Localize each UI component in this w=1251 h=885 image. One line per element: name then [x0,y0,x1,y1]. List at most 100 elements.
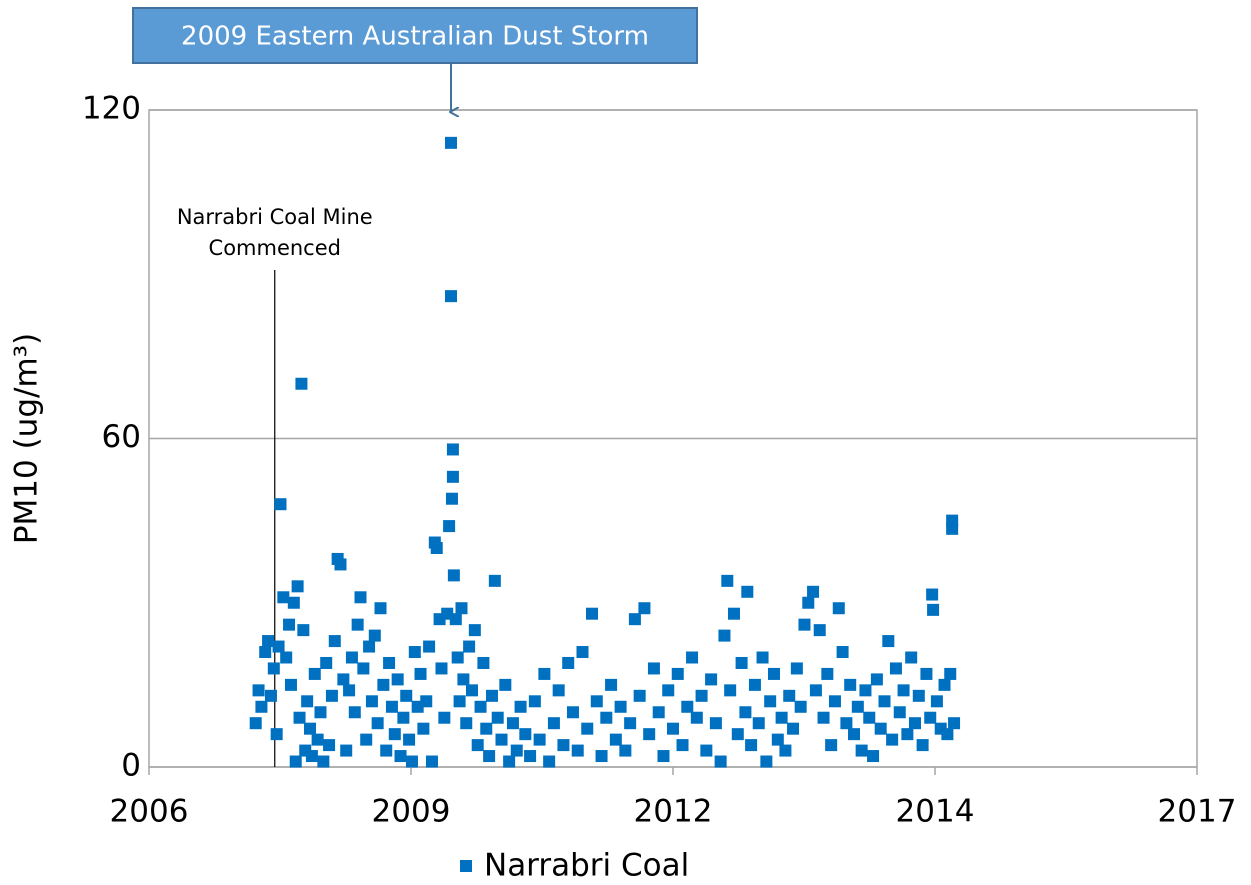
point [926,588,939,601]
point [735,656,748,669]
point [519,728,532,741]
point [360,733,373,746]
point [385,700,398,713]
point [291,580,304,593]
point [657,750,670,763]
point [403,733,416,746]
annotation-text: 2009 Eastern Australian Dust Storm [181,22,649,52]
point [317,755,330,768]
point [676,739,689,752]
point [566,706,579,719]
point [562,656,575,669]
point [889,662,902,675]
point [741,585,754,598]
point [828,695,841,708]
point [308,667,321,680]
point [844,678,857,691]
point [460,717,473,730]
point [571,744,584,757]
point [503,755,516,768]
point [435,662,448,675]
point [745,739,758,752]
point [468,624,481,637]
point [383,656,396,669]
point [552,684,565,697]
point [948,717,961,730]
point [700,744,713,757]
point [643,728,656,741]
point [305,750,318,763]
point [638,602,651,615]
point [855,744,868,757]
point [477,656,490,669]
point [930,695,943,708]
point [425,755,438,768]
point [576,646,589,659]
x-tick-label: 2006 [110,794,189,830]
point [394,750,407,763]
x-tick-label: 2009 [372,794,451,830]
point [348,706,361,719]
point [721,574,734,587]
point [363,640,376,653]
point [662,684,675,697]
point [714,755,727,768]
point [528,695,541,708]
point [787,722,800,735]
point [465,684,478,697]
point [867,750,880,763]
point [252,684,265,697]
point [391,673,404,686]
point [445,136,458,149]
point [944,667,957,680]
point [690,711,703,724]
point [301,695,314,708]
point [893,706,906,719]
point [297,624,310,637]
point [443,520,456,533]
point [686,651,699,664]
point [446,470,459,483]
point [274,498,287,511]
point [595,750,608,763]
y-tick-label: 120 [82,91,141,127]
point [764,695,777,708]
point [259,646,272,659]
point [908,717,921,730]
point [836,646,849,659]
point [483,750,496,763]
annotation-box [132,7,698,64]
point [295,377,308,390]
point [783,689,796,702]
point [323,739,336,752]
point [825,739,838,752]
point [802,596,815,609]
point [946,522,959,535]
point [897,684,910,697]
point [423,640,436,653]
point [727,607,740,620]
point [609,733,622,746]
point [912,689,925,702]
point [870,673,883,686]
point [334,558,347,571]
point [283,618,296,631]
point [779,744,792,757]
point [798,618,811,631]
point [633,689,646,702]
point [886,733,899,746]
point [368,629,381,642]
point [533,733,546,746]
point [652,706,665,719]
point [365,695,378,708]
point [277,591,290,604]
point [840,717,853,730]
point [289,755,302,768]
point [405,755,418,768]
point [647,662,660,675]
series [249,136,961,768]
point [420,695,433,708]
point [267,662,280,675]
point [756,651,769,664]
y-tick-label: 60 [102,419,141,455]
